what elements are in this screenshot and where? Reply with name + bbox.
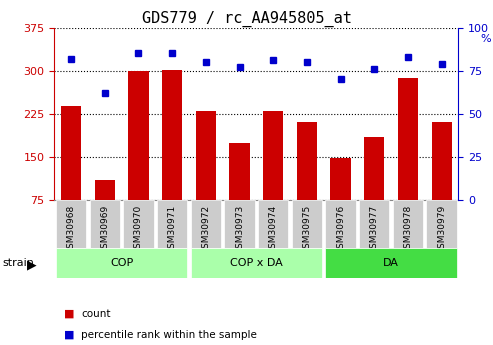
Bar: [196, 111, 216, 200]
FancyBboxPatch shape: [157, 200, 187, 248]
Text: strain: strain: [2, 258, 35, 268]
Text: GSM30977: GSM30977: [370, 205, 379, 254]
FancyBboxPatch shape: [325, 248, 457, 278]
Text: GSM30972: GSM30972: [201, 205, 211, 254]
Text: GSM30968: GSM30968: [67, 205, 75, 254]
Text: GSM30976: GSM30976: [336, 205, 345, 254]
Bar: [95, 180, 115, 200]
Text: GSM30971: GSM30971: [168, 205, 176, 254]
Bar: [297, 122, 317, 200]
Text: GSM30970: GSM30970: [134, 205, 143, 254]
Text: ■: ■: [64, 330, 74, 339]
Bar: [263, 111, 283, 200]
FancyBboxPatch shape: [325, 200, 356, 248]
Bar: [431, 122, 452, 200]
Bar: [364, 137, 385, 200]
FancyBboxPatch shape: [90, 200, 120, 248]
FancyBboxPatch shape: [224, 200, 255, 248]
Bar: [398, 78, 418, 200]
Text: count: count: [81, 309, 111, 319]
Bar: [229, 142, 249, 200]
Text: GSM30975: GSM30975: [302, 205, 312, 254]
Text: COP x DA: COP x DA: [230, 258, 282, 268]
Bar: [128, 71, 148, 200]
FancyBboxPatch shape: [359, 200, 389, 248]
Text: GSM30973: GSM30973: [235, 205, 244, 254]
FancyBboxPatch shape: [292, 200, 322, 248]
FancyBboxPatch shape: [258, 200, 288, 248]
FancyBboxPatch shape: [56, 200, 86, 248]
FancyBboxPatch shape: [123, 200, 154, 248]
Text: GSM30979: GSM30979: [437, 205, 446, 254]
FancyBboxPatch shape: [191, 200, 221, 248]
Text: ▶: ▶: [27, 258, 37, 272]
Text: GSM30978: GSM30978: [403, 205, 413, 254]
Text: DA: DA: [383, 258, 399, 268]
FancyBboxPatch shape: [426, 200, 457, 248]
Text: percentile rank within the sample: percentile rank within the sample: [81, 330, 257, 339]
FancyBboxPatch shape: [191, 248, 322, 278]
Text: GDS779 / rc_AA945805_at: GDS779 / rc_AA945805_at: [141, 10, 352, 27]
FancyBboxPatch shape: [56, 248, 187, 278]
Text: COP: COP: [110, 258, 133, 268]
Bar: [61, 106, 81, 200]
Bar: [330, 158, 351, 200]
Text: %: %: [480, 34, 491, 45]
FancyBboxPatch shape: [393, 200, 423, 248]
Text: GSM30969: GSM30969: [100, 205, 109, 254]
Text: ■: ■: [64, 309, 74, 319]
Bar: [162, 70, 182, 200]
Text: GSM30974: GSM30974: [269, 205, 278, 254]
